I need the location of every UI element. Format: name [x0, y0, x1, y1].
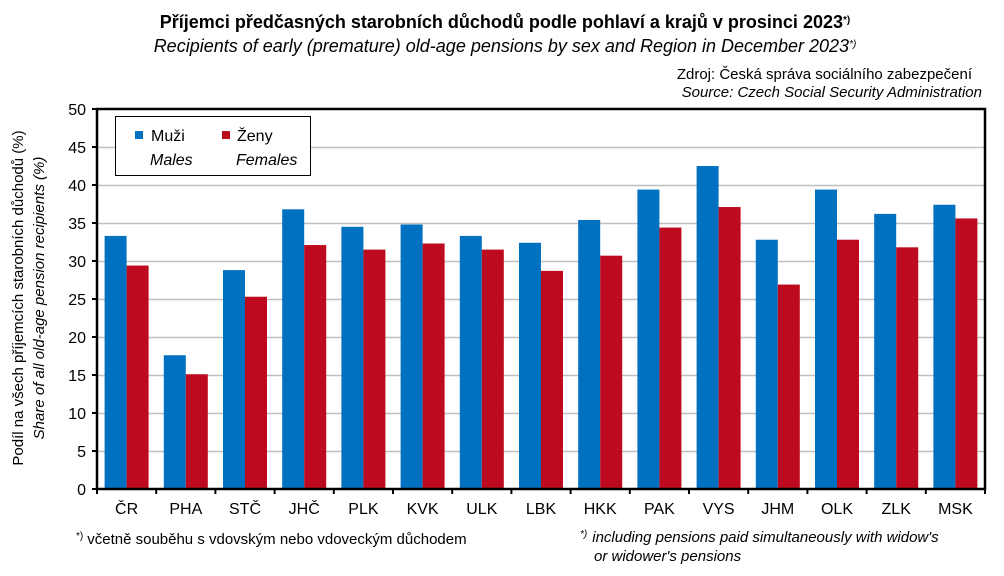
bar-males [696, 166, 719, 489]
bar-males [104, 235, 127, 489]
bar-males [578, 219, 601, 489]
axes [92, 107, 987, 494]
y-tick-label: 0 [77, 482, 86, 499]
x-tick-label: PAK [644, 501, 675, 518]
bar-females [541, 270, 563, 489]
y-tick-label: 20 [68, 330, 86, 347]
y-tick-label: 15 [68, 368, 86, 385]
x-tick-label: STČ [229, 499, 261, 518]
x-tick-label: PHA [169, 501, 202, 518]
y-tick-label: 30 [68, 254, 86, 271]
bar-females [955, 218, 978, 489]
bar-females [422, 243, 445, 489]
title-footnote-mark: *) [843, 15, 850, 26]
bar-males [163, 355, 186, 489]
chart-subtitle-text: Recipients of early (premature) old-age … [154, 36, 849, 56]
bar-females [481, 249, 504, 489]
bar-males [933, 204, 956, 489]
y-axis-label: Podíl na všech příjemcích starobních důc… [10, 130, 27, 465]
bar-males [341, 226, 364, 490]
footnote-mark-en: *) [580, 529, 587, 540]
bars [104, 166, 978, 490]
chart-subtitle: Recipients of early (premature) old-age … [154, 36, 857, 56]
bar-males [637, 189, 660, 489]
bar-females [659, 227, 682, 489]
legend-box [115, 116, 311, 176]
footnote-cz: *) včetně souběhu s vdovským nebo vdoveck… [76, 531, 467, 549]
bar-males [519, 242, 541, 489]
legend-label-males-en: Males [150, 152, 193, 169]
y-tick-label: 50 [68, 102, 86, 119]
footnote-en: *) including pensions paid simultaneously… [580, 529, 939, 547]
bar-males [459, 235, 482, 489]
x-tick-label: VYS [703, 501, 735, 518]
x-tick-label: JHM [761, 501, 794, 518]
legend-label-females: Ženy [237, 126, 273, 145]
bar-females [126, 265, 149, 489]
bar-males [282, 209, 305, 489]
legend-swatch-females [222, 131, 230, 139]
x-tick-label: OLK [821, 501, 853, 518]
bar-females [185, 374, 208, 489]
x-tick-labels: ČR PHA STČ JHČ PLK KVK ULK LBK HKK PAK VYS JHM OLK ZL… [115, 499, 973, 518]
source-label: Zdroj: Česká správa sociálního zabezpeče… [677, 66, 973, 83]
y-tick-labels: 0 5 10 15 20 25 30 35 40 45 50 [68, 102, 86, 499]
bar-males [400, 224, 423, 489]
bar-males [874, 213, 897, 489]
y-tick-label: 10 [68, 406, 86, 423]
legend-swatch-males [135, 131, 143, 139]
subtitle-footnote-mark: *) [849, 39, 856, 50]
bar-females [600, 255, 623, 489]
x-tick-label: HKK [584, 501, 617, 518]
footnote-en-line2: or widower's pensions [594, 548, 742, 565]
bar-females [837, 239, 859, 489]
x-tick-label: ULK [466, 501, 497, 518]
bar-females [896, 247, 919, 489]
x-tick-label: KVK [407, 501, 439, 518]
footnote-mark-cz: *) [76, 531, 83, 542]
chart-title: Příjemci předčasných starobních důchodů … [160, 12, 850, 32]
x-tick-label: LBK [526, 501, 557, 518]
footnote-en-line1: including pensions paid simultaneously w… [592, 529, 939, 546]
x-tick-label: MSK [938, 501, 973, 518]
y-tick-label: 35 [68, 216, 86, 233]
footnote-cz-text: včetně souběhu s vdovským nebo vdoveckým… [87, 531, 466, 548]
legend: Muži Males Ženy Females [115, 116, 311, 176]
y-tick-label: 5 [77, 444, 86, 461]
bar-males [815, 189, 837, 489]
bar-females [363, 249, 386, 489]
bar-females [304, 245, 327, 489]
y-tick-label: 45 [68, 140, 86, 157]
bar-females [777, 284, 800, 489]
x-tick-label: ZLK [882, 501, 912, 518]
y-tick-label: 40 [68, 178, 86, 195]
x-tick-label: JHČ [289, 499, 320, 518]
x-tick-label: ČR [115, 499, 138, 518]
legend-label-males: Muži [151, 128, 185, 145]
bar-males [223, 270, 245, 489]
bar-females [245, 296, 267, 489]
bar-males [755, 239, 778, 489]
y-tick-label: 25 [68, 292, 86, 309]
source-label-en: Source: Czech Social Security Administra… [682, 84, 982, 101]
bar-females [718, 207, 741, 490]
y-axis-label-en: Share of all old-age pension recipients … [31, 157, 48, 440]
x-tick-label: PLK [348, 501, 379, 518]
chart-title-text: Příjemci předčasných starobních důchodů … [160, 12, 843, 32]
legend-label-females-en: Females [236, 152, 297, 169]
